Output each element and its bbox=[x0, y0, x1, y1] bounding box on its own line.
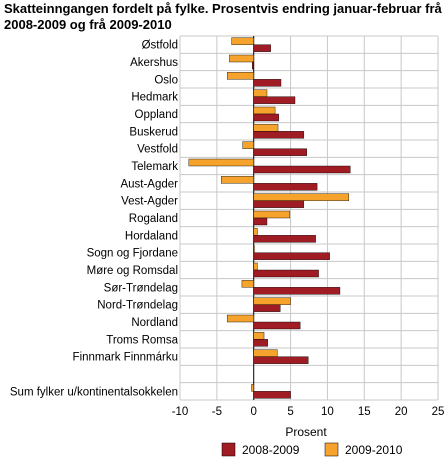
bar-vest-agder-2009-2010 bbox=[253, 193, 350, 201]
bar-møre-og-romsdal-2008-2009 bbox=[253, 269, 319, 278]
category-labels: Østfold Akershus Oslo Hedmark Oppland Buskeru… bbox=[10, 40, 179, 399]
bar-aust-agder-2008-2009 bbox=[253, 183, 318, 191]
legend-label-2008-2009: 2008-2009 bbox=[242, 443, 300, 457]
category-label-møre-og-romsdal: Møre og Romsdal bbox=[87, 265, 178, 277]
bar-vestfold-2009-2010 bbox=[242, 141, 254, 149]
category-label-sør-trøndelag: Sør-Trøndelag bbox=[104, 282, 178, 294]
bar-finnmark-finnm-rku-2009-2010 bbox=[253, 349, 278, 357]
bar-hedmark-2008-2009 bbox=[253, 96, 296, 104]
category-label-sum-fylker-u-kontinentalsokkelen: Sum fylker u/kontinentalsokkelen bbox=[10, 386, 178, 398]
bar-sogn-og-fjordane-2009-2010 bbox=[253, 245, 255, 253]
category-label-nordland: Nordland bbox=[131, 317, 178, 329]
bar-sogn-og-fjordane-2008-2009 bbox=[253, 252, 330, 260]
bar-hordaland-2009-2010 bbox=[253, 228, 258, 236]
category-label-hordaland: Hordaland bbox=[125, 230, 178, 242]
x-tick-label: 20 bbox=[395, 406, 408, 418]
category-label-hedmark: Hedmark bbox=[131, 92, 178, 104]
category-label-troms-romsa: Troms Romsa bbox=[106, 334, 178, 346]
bar-hedmark-2009-2010 bbox=[253, 89, 268, 97]
bar-nordland-2009-2010 bbox=[226, 314, 254, 323]
x-tick-label: 15 bbox=[358, 406, 371, 418]
category-label-buskerud: Buskerud bbox=[129, 126, 178, 138]
bar-oppland-2008-2009 bbox=[253, 113, 279, 122]
bar-sum-fylker-u-kontinentalsokkelen-2008-2009 bbox=[253, 391, 291, 399]
x-axis-label: Prosent bbox=[285, 425, 327, 439]
x-tick-label: -10 bbox=[172, 406, 189, 418]
category-label-akershus: Akershus bbox=[130, 57, 178, 69]
legend-swatch-2008-2009 bbox=[221, 442, 236, 457]
category-label-nord-trøndelag: Nord-Trøndelag bbox=[97, 300, 178, 312]
category-label-oppland: Oppland bbox=[135, 109, 178, 121]
bar-oslo-2008-2009 bbox=[253, 79, 282, 87]
legend-label-2009-2010: 2009-2010 bbox=[345, 443, 403, 457]
gridlines bbox=[179, 35, 439, 401]
bar-østfold-2008-2009 bbox=[253, 44, 271, 52]
bar-akershus-2008-2009 bbox=[252, 61, 254, 70]
category-label-oslo: Oslo bbox=[154, 74, 178, 86]
bar-oslo-2009-2010 bbox=[226, 72, 254, 80]
bar-akershus-2009-2010 bbox=[229, 54, 254, 63]
legend: 2008-2009 2009-2010 bbox=[221, 442, 403, 457]
bar-buskerud-2008-2009 bbox=[253, 131, 305, 139]
bar-troms-romsa-2009-2010 bbox=[253, 332, 265, 340]
legend-swatch-2009-2010 bbox=[324, 442, 339, 457]
x-tick-label: 25 bbox=[432, 406, 445, 418]
chart-title: Skatteinngangen fordelt på fylke. Prosen… bbox=[4, 1, 442, 32]
category-label-vestfold: Vestfold bbox=[137, 144, 178, 156]
category-label-østfold: Østfold bbox=[142, 40, 178, 52]
bar-aust-agder-2009-2010 bbox=[221, 176, 254, 184]
bar-vest-agder-2008-2009 bbox=[253, 200, 305, 208]
bars bbox=[188, 37, 351, 399]
category-label-rogaland: Rogaland bbox=[129, 213, 178, 225]
bar-buskerud-2009-2010 bbox=[253, 124, 279, 132]
category-label-telemark: Telemark bbox=[131, 161, 178, 173]
bar-vestfold-2008-2009 bbox=[253, 148, 307, 156]
bar-rogaland-2008-2009 bbox=[253, 217, 268, 226]
x-tick-label: 10 bbox=[321, 406, 334, 418]
x-tick-label: -5 bbox=[212, 406, 222, 418]
bar-sør-trøndelag-2009-2010 bbox=[241, 280, 254, 288]
bar-nordland-2008-2009 bbox=[253, 321, 301, 330]
x-tick-labels: -10 -5 0 5 10 15 20 25 bbox=[172, 406, 445, 418]
category-label-aust-agder: Aust-Agder bbox=[120, 178, 178, 190]
bar-finnmark-finnm-rku-2008-2009 bbox=[253, 356, 309, 364]
bar-telemark-2009-2010 bbox=[188, 158, 254, 167]
bar-østfold-2009-2010 bbox=[231, 37, 254, 45]
x-tick-label: 5 bbox=[287, 406, 293, 418]
x-tick-label: 0 bbox=[251, 406, 257, 418]
bar-nord-trøndelag-2008-2009 bbox=[253, 304, 281, 312]
bar-oppland-2009-2010 bbox=[253, 106, 276, 115]
bar-rogaland-2009-2010 bbox=[253, 210, 291, 219]
bar-nord-trøndelag-2009-2010 bbox=[253, 297, 291, 305]
category-label-vest-agder: Vest-Agder bbox=[121, 196, 178, 208]
category-label-finnmark-finnm-rku: Finnmark Finnmárku bbox=[73, 352, 178, 364]
category-label-sogn-og-fjordane: Sogn og Fjordane bbox=[87, 248, 178, 260]
bar-telemark-2008-2009 bbox=[253, 165, 351, 174]
bar-sum-fylker-u-kontinentalsokkelen-2009-2010 bbox=[251, 384, 254, 392]
bar-møre-og-romsdal-2009-2010 bbox=[253, 262, 258, 271]
bar-sør-trøndelag-2008-2009 bbox=[253, 287, 341, 295]
bar-troms-romsa-2008-2009 bbox=[253, 339, 268, 347]
bar-hordaland-2008-2009 bbox=[253, 235, 316, 243]
